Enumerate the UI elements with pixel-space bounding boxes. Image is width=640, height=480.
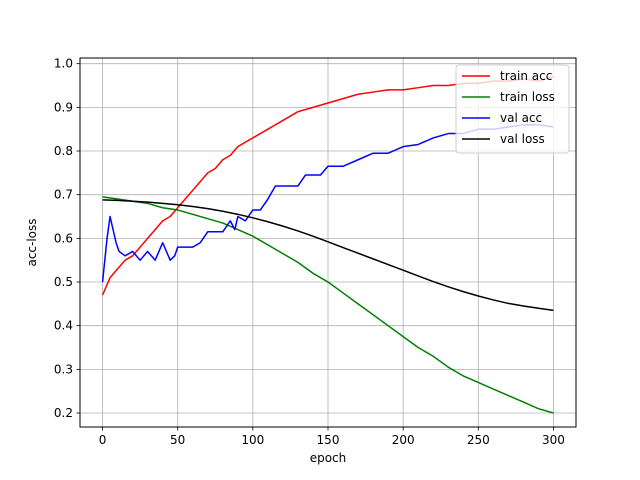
x-tick-label: 300 (542, 433, 565, 447)
series-line-train-acc (101, 76, 554, 296)
legend-box (455, 64, 570, 154)
y-tick-label: 0.3 (54, 362, 73, 376)
legend-label-train-loss: train loss (500, 90, 555, 104)
x-tick-label: 250 (467, 433, 490, 447)
y-tick-label: 0.2 (54, 406, 73, 420)
y-tick-label: 1.0 (54, 57, 73, 71)
legend-label-val-loss: val loss (500, 132, 545, 146)
x-tick-label: 150 (317, 433, 340, 447)
series-layer (101, 76, 554, 414)
series-line-train-loss (102, 196, 554, 414)
y-tick-label: 0.4 (54, 319, 73, 333)
y-tick-label: 0.6 (54, 231, 73, 245)
y-tick-label: 0.9 (54, 100, 73, 114)
x-tick-label: 100 (241, 433, 264, 447)
y-axis-label: acc-loss (25, 218, 39, 266)
y-tick-label: 0.8 (54, 144, 73, 158)
y-tick-label: 0.7 (54, 188, 73, 202)
legend-label-val-acc: val acc (500, 111, 542, 125)
x-tick-label: 0 (99, 433, 107, 447)
series-line-val-loss (102, 199, 554, 312)
series-line-val-acc (101, 124, 554, 283)
x-axis-label: epoch (310, 451, 347, 465)
legend-label-train-acc: train acc (500, 69, 552, 83)
x-tick-label: 50 (170, 433, 185, 447)
x-tick-label: 200 (392, 433, 415, 447)
tick-layer: 0 50 100 150 200 250 300 0.2 0.3 0.4 0.5 0.6 0.7 0.8 0… (54, 57, 565, 447)
legend: train acc train loss val acc val loss (455, 64, 570, 154)
y-tick-label: 0.5 (54, 275, 73, 289)
